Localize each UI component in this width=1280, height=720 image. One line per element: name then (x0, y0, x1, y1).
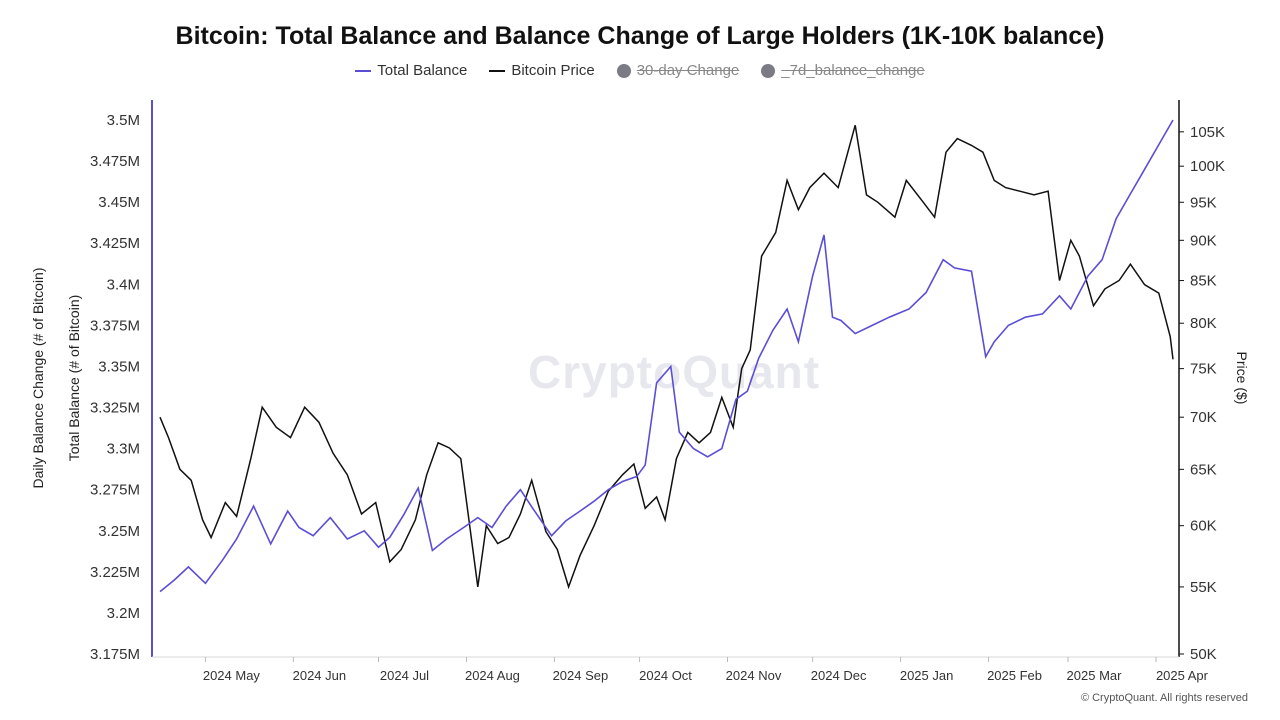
left-tick-label: 3.4M (107, 276, 140, 293)
x-tick-label: 2024 Nov (726, 668, 782, 683)
left-tick-label: 3.35M (98, 358, 140, 375)
legend-item-30-day-change[interactable]: 30-day Change (616, 62, 740, 79)
left-axis-ticks: 3.175M 3.2M 3.225M 3.25M 3.275M 3.3M 3.325M 3.3… (90, 112, 140, 663)
left-tick-label: 3.175M (90, 646, 140, 663)
legend-item-total-balance[interactable]: Total Balance (355, 62, 467, 79)
x-tick-label: 2024 Sep (553, 668, 609, 683)
right-tick-label: 50K (1190, 646, 1217, 663)
x-tick-label: 2024 Oct (639, 668, 692, 683)
right-tick-label: 60K (1190, 518, 1217, 535)
x-tick-label: 2025 Mar (1067, 668, 1123, 683)
right-tick-label: 95K (1190, 194, 1217, 211)
left-tick-label: 3.425M (90, 235, 140, 252)
chart-title: Bitcoin: Total Balance and Balance Chang… (175, 22, 1105, 50)
x-tick-label: 2025 Apr (1156, 668, 1209, 683)
legend-label: 30-day Change (636, 62, 740, 79)
left-tick-label: 3.375M (90, 317, 140, 334)
x-tick-label: 2025 Jan (900, 668, 954, 683)
x-tick-label: 2024 May (203, 668, 261, 683)
right-tick-label: 65K (1190, 461, 1217, 478)
left-tick-label: 3.475M (90, 153, 140, 170)
line-swatch-icon (489, 69, 506, 72)
legend-label: _7d_balance_change (781, 62, 925, 79)
legend-item-bitcoin-price[interactable]: Bitcoin Price (489, 62, 595, 79)
right-tick-label: 105K (1190, 124, 1225, 141)
right-tick-label: 90K (1190, 232, 1217, 249)
y-axis-label-outer: Daily Balance Change (# of Bitcoin) (30, 267, 46, 488)
left-tick-label: 3.225M (90, 564, 140, 581)
right-tick-label: 75K (1190, 361, 1217, 378)
legend-item-7d-balance-change[interactable]: _7d_balance_change (761, 62, 925, 79)
x-tick-label: 2024 Jun (293, 668, 347, 683)
left-tick-label: 3.3M (107, 441, 140, 458)
series-line-total-balance (159, 119, 1174, 593)
x-axis-ticks: 2024 May 2024 Jun 2024 Jul 2024 Aug 2024 Sep… (203, 657, 1209, 683)
left-tick-label: 3.325M (90, 400, 140, 417)
series-line-bitcoin-price (159, 125, 1174, 590)
copyright: © CryptoQuant. All rights reserved (1080, 692, 1248, 704)
legend: Total Balance Bitcoin Price 30-day Chang… (0, 62, 1280, 79)
left-tick-label: 3.2M (107, 605, 140, 622)
x-tick-label: 2025 Feb (987, 668, 1042, 683)
right-tick-label: 80K (1190, 315, 1217, 332)
dot-swatch-icon (761, 63, 776, 78)
left-tick-label: 3.45M (98, 194, 140, 211)
left-tick-label: 3.5M (107, 112, 140, 129)
right-tick-label: 70K (1190, 409, 1217, 426)
dot-swatch-icon (616, 63, 631, 78)
right-tick-label: 55K (1190, 579, 1217, 596)
right-axis-ticks: 50K 55K 60K 65K 70K 75K 80K 85K 90K 95K 100K 105K (1179, 124, 1225, 663)
left-tick-label: 3.25M (98, 523, 140, 540)
right-tick-label: 85K (1190, 273, 1217, 290)
y-axis-label-right: Price ($) (1234, 352, 1250, 405)
line-swatch-icon (355, 69, 372, 72)
y-axis-label-inner: Total Balance (# of Bitcoin) (66, 295, 82, 462)
legend-label: Total Balance (377, 62, 468, 79)
legend-label: Bitcoin Price (511, 62, 595, 79)
x-tick-label: 2024 Dec (811, 668, 867, 683)
left-tick-label: 3.275M (90, 482, 140, 499)
right-tick-label: 100K (1190, 158, 1225, 175)
x-tick-label: 2024 Jul (380, 668, 429, 683)
x-tick-label: 2024 Aug (465, 668, 520, 683)
